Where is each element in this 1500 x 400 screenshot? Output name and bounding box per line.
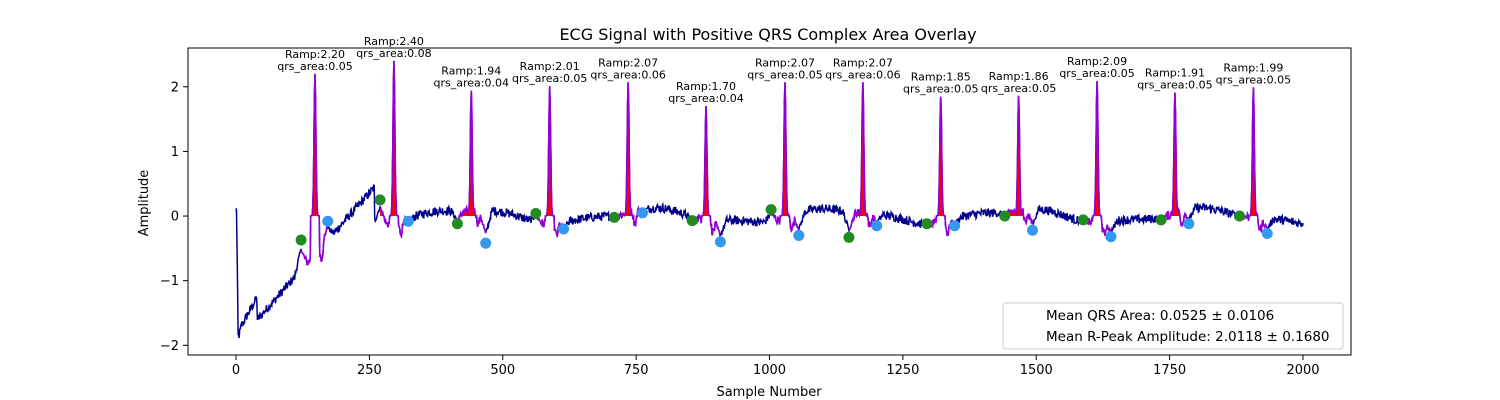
x-tick-label: 250 bbox=[357, 363, 382, 378]
peak-area-label: qrs_area:0.05 bbox=[903, 82, 978, 95]
peak-area-label: qrs_area:0.06 bbox=[590, 68, 665, 81]
peak-ramp-label: Ramp:2.07 bbox=[755, 56, 815, 69]
y-tick-label: 1 bbox=[171, 145, 179, 160]
peak-ramp-label: Ramp:2.07 bbox=[833, 56, 893, 69]
x-tick-label: 1250 bbox=[886, 363, 919, 378]
qrs-area-fill bbox=[1161, 92, 1189, 217]
qrs-onset-marker bbox=[1234, 210, 1246, 222]
qrs-segment-line bbox=[770, 82, 800, 233]
y-axis-ticks: −2 −1 0 1 2 bbox=[160, 80, 188, 354]
qrs-offset-marker bbox=[714, 236, 726, 248]
qrs-area-fill bbox=[1083, 81, 1111, 217]
qrs-offset-marker bbox=[871, 220, 883, 232]
qrs-offset-marker bbox=[1027, 224, 1039, 236]
x-tick-label: 1750 bbox=[1153, 363, 1186, 378]
qrs-onset-marker bbox=[843, 231, 855, 243]
qrs-area-fill bbox=[614, 82, 643, 217]
legend-entry-qrs-area: Mean QRS Area: 0.0525 ± 0.0106 bbox=[1046, 308, 1274, 324]
x-tick-label: 2000 bbox=[1286, 363, 1319, 378]
qrs-offset-marker bbox=[1261, 227, 1273, 239]
qrs-offset-marker bbox=[793, 229, 805, 241]
x-tick-label: 1500 bbox=[1020, 363, 1053, 378]
qrs-area-fill bbox=[926, 96, 955, 217]
peak-ramp-label: Ramp:1.85 bbox=[911, 70, 971, 83]
qrs-offset-marker bbox=[402, 215, 414, 227]
x-tick-label: 500 bbox=[490, 363, 515, 378]
qrs-onset-marker bbox=[530, 207, 542, 219]
peak-ramp-label: Ramp:2.20 bbox=[285, 48, 345, 61]
qrs-onset-marker bbox=[295, 234, 307, 246]
qrs-area-fill bbox=[848, 82, 877, 217]
x-axis-label: Sample Number bbox=[716, 385, 822, 400]
qrs-segment-line bbox=[1004, 95, 1034, 226]
x-axis-ticks: 0 250 500 750 1000 1250 1500 1750 2000 bbox=[232, 355, 1320, 378]
peak-area-label: qrs_area:0.05 bbox=[1137, 79, 1212, 92]
peak-ramp-label: Ramp:2.09 bbox=[1067, 55, 1127, 68]
peak-area-label: qrs_area:0.05 bbox=[512, 72, 587, 85]
x-tick-label: 750 bbox=[624, 363, 649, 378]
peak-area-label: qrs_area:0.05 bbox=[747, 68, 822, 81]
y-axis-label: Amplitude bbox=[137, 170, 152, 237]
qrs-onset-marker bbox=[451, 218, 463, 230]
peak-ramp-label: Ramp:1.86 bbox=[989, 70, 1049, 83]
qrs-offset-marker bbox=[480, 237, 492, 249]
plot-area: Ramp:2.20qrs_area:0.05Ramp:2.40qrs_area:… bbox=[235, 35, 1304, 339]
legend-entry-r-peak: Mean R-Peak Amplitude: 2.0118 ± 0.1680 bbox=[1046, 329, 1330, 345]
qrs-offset-marker bbox=[637, 207, 649, 219]
qrs-area-fill bbox=[692, 106, 721, 217]
y-tick-label: 0 bbox=[171, 210, 179, 225]
qrs-onset-marker bbox=[921, 218, 933, 230]
qrs-area-fill bbox=[771, 82, 799, 217]
qrs-area-fill bbox=[380, 60, 409, 217]
peak-ramp-label: Ramp:2.07 bbox=[598, 56, 658, 69]
qrs-onset-marker bbox=[999, 210, 1011, 222]
qrs-area-fill bbox=[1239, 87, 1268, 217]
legend: Mean QRS Area: 0.0525 ± 0.0106 Mean R-Pe… bbox=[1002, 302, 1344, 350]
qrs-onset-marker bbox=[1077, 214, 1089, 226]
peak-area-label: qrs_area:0.05 bbox=[1059, 67, 1134, 80]
peak-area-label: qrs_area:0.04 bbox=[434, 77, 509, 90]
qrs-onset-marker bbox=[765, 204, 777, 216]
peak-ramp-label: Ramp:1.99 bbox=[1223, 61, 1283, 74]
y-tick-label: −2 bbox=[160, 339, 179, 354]
qrs-area-fill bbox=[535, 86, 564, 217]
peak-ramp-label: Ramp:1.70 bbox=[676, 80, 736, 93]
qrs-offset-marker bbox=[949, 220, 961, 232]
peak-area-label: qrs_area:0.06 bbox=[825, 68, 900, 81]
ecg-signal-line bbox=[235, 60, 1304, 339]
peak-area-label: qrs_area:0.08 bbox=[356, 47, 431, 60]
peak-ramp-label: Ramp:2.01 bbox=[520, 60, 580, 73]
qrs-segment-line bbox=[1160, 92, 1190, 228]
qrs-offset-marker bbox=[1183, 218, 1195, 230]
qrs-area-fill bbox=[1004, 95, 1033, 217]
peak-area-label: qrs_area:0.05 bbox=[1216, 73, 1291, 86]
peak-area-label: qrs_area:0.04 bbox=[668, 92, 743, 105]
peak-ramp-label: Ramp:1.91 bbox=[1145, 67, 1205, 80]
x-tick-label: 1000 bbox=[753, 363, 786, 378]
legend-box bbox=[1002, 302, 1344, 350]
qrs-segment-line bbox=[848, 82, 878, 232]
qrs-onset-marker bbox=[686, 215, 698, 227]
x-tick-label: 0 bbox=[232, 363, 240, 378]
peak-area-label: qrs_area:0.05 bbox=[981, 82, 1056, 95]
y-tick-label: −1 bbox=[160, 274, 179, 289]
qrs-offset-marker bbox=[558, 223, 570, 235]
peak-area-label: qrs_area:0.05 bbox=[277, 60, 352, 73]
y-tick-label: 2 bbox=[171, 80, 179, 95]
qrs-segment-line bbox=[300, 73, 329, 266]
qrs-offset-marker bbox=[1105, 231, 1117, 243]
qrs-segment-line bbox=[456, 90, 487, 234]
qrs-onset-marker bbox=[1155, 214, 1167, 226]
chart-title: ECG Signal with Positive QRS Complex Are… bbox=[559, 25, 976, 44]
qrs-offset-marker bbox=[322, 215, 334, 227]
qrs-onset-marker bbox=[608, 211, 620, 223]
qrs-segment-line bbox=[535, 86, 564, 239]
peak-ramp-label: Ramp:2.40 bbox=[364, 35, 424, 48]
qrs-onset-marker bbox=[374, 194, 386, 206]
peak-ramp-label: Ramp:1.94 bbox=[441, 65, 501, 78]
